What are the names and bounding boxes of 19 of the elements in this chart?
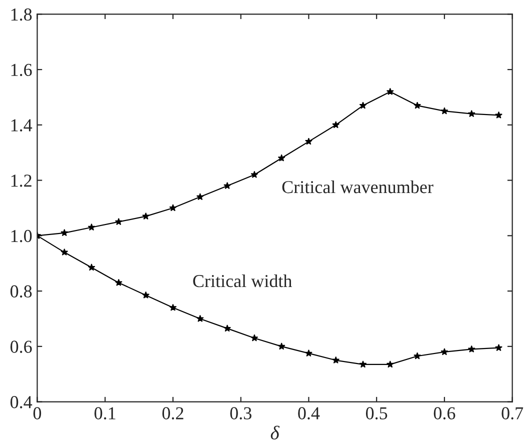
x-tick-label: 0.6 — [434, 407, 456, 420]
x-tick-label: 0.2 — [162, 407, 184, 420]
y-tick-label: 1.8 — [11, 8, 32, 21]
y-tick-label: 0.6 — [10, 340, 32, 353]
y-tick-label: 1.2 — [11, 174, 32, 187]
y-tick-label: 0.8 — [10, 285, 32, 298]
x-axis-title: δ — [270, 426, 280, 440]
x-tick-label: 0.3 — [230, 407, 252, 420]
y-tick-label: 1.0 — [11, 230, 32, 242]
x-tick-label: 0.1 — [94, 407, 116, 420]
x-tick-label: 0.5 — [366, 407, 388, 420]
y-tick-label: 0.4 — [10, 396, 32, 408]
x-tick-label: 0 — [33, 407, 42, 420]
x-tick-label: 0.7 — [502, 407, 524, 420]
series-label: Critical width — [193, 274, 292, 288]
series-label: Critical wavenumber — [282, 180, 434, 194]
y-tick-label: 1.4 — [11, 119, 32, 132]
x-tick-label: 0.4 — [298, 407, 320, 420]
y-tick-label: 1.6 — [11, 64, 32, 76]
